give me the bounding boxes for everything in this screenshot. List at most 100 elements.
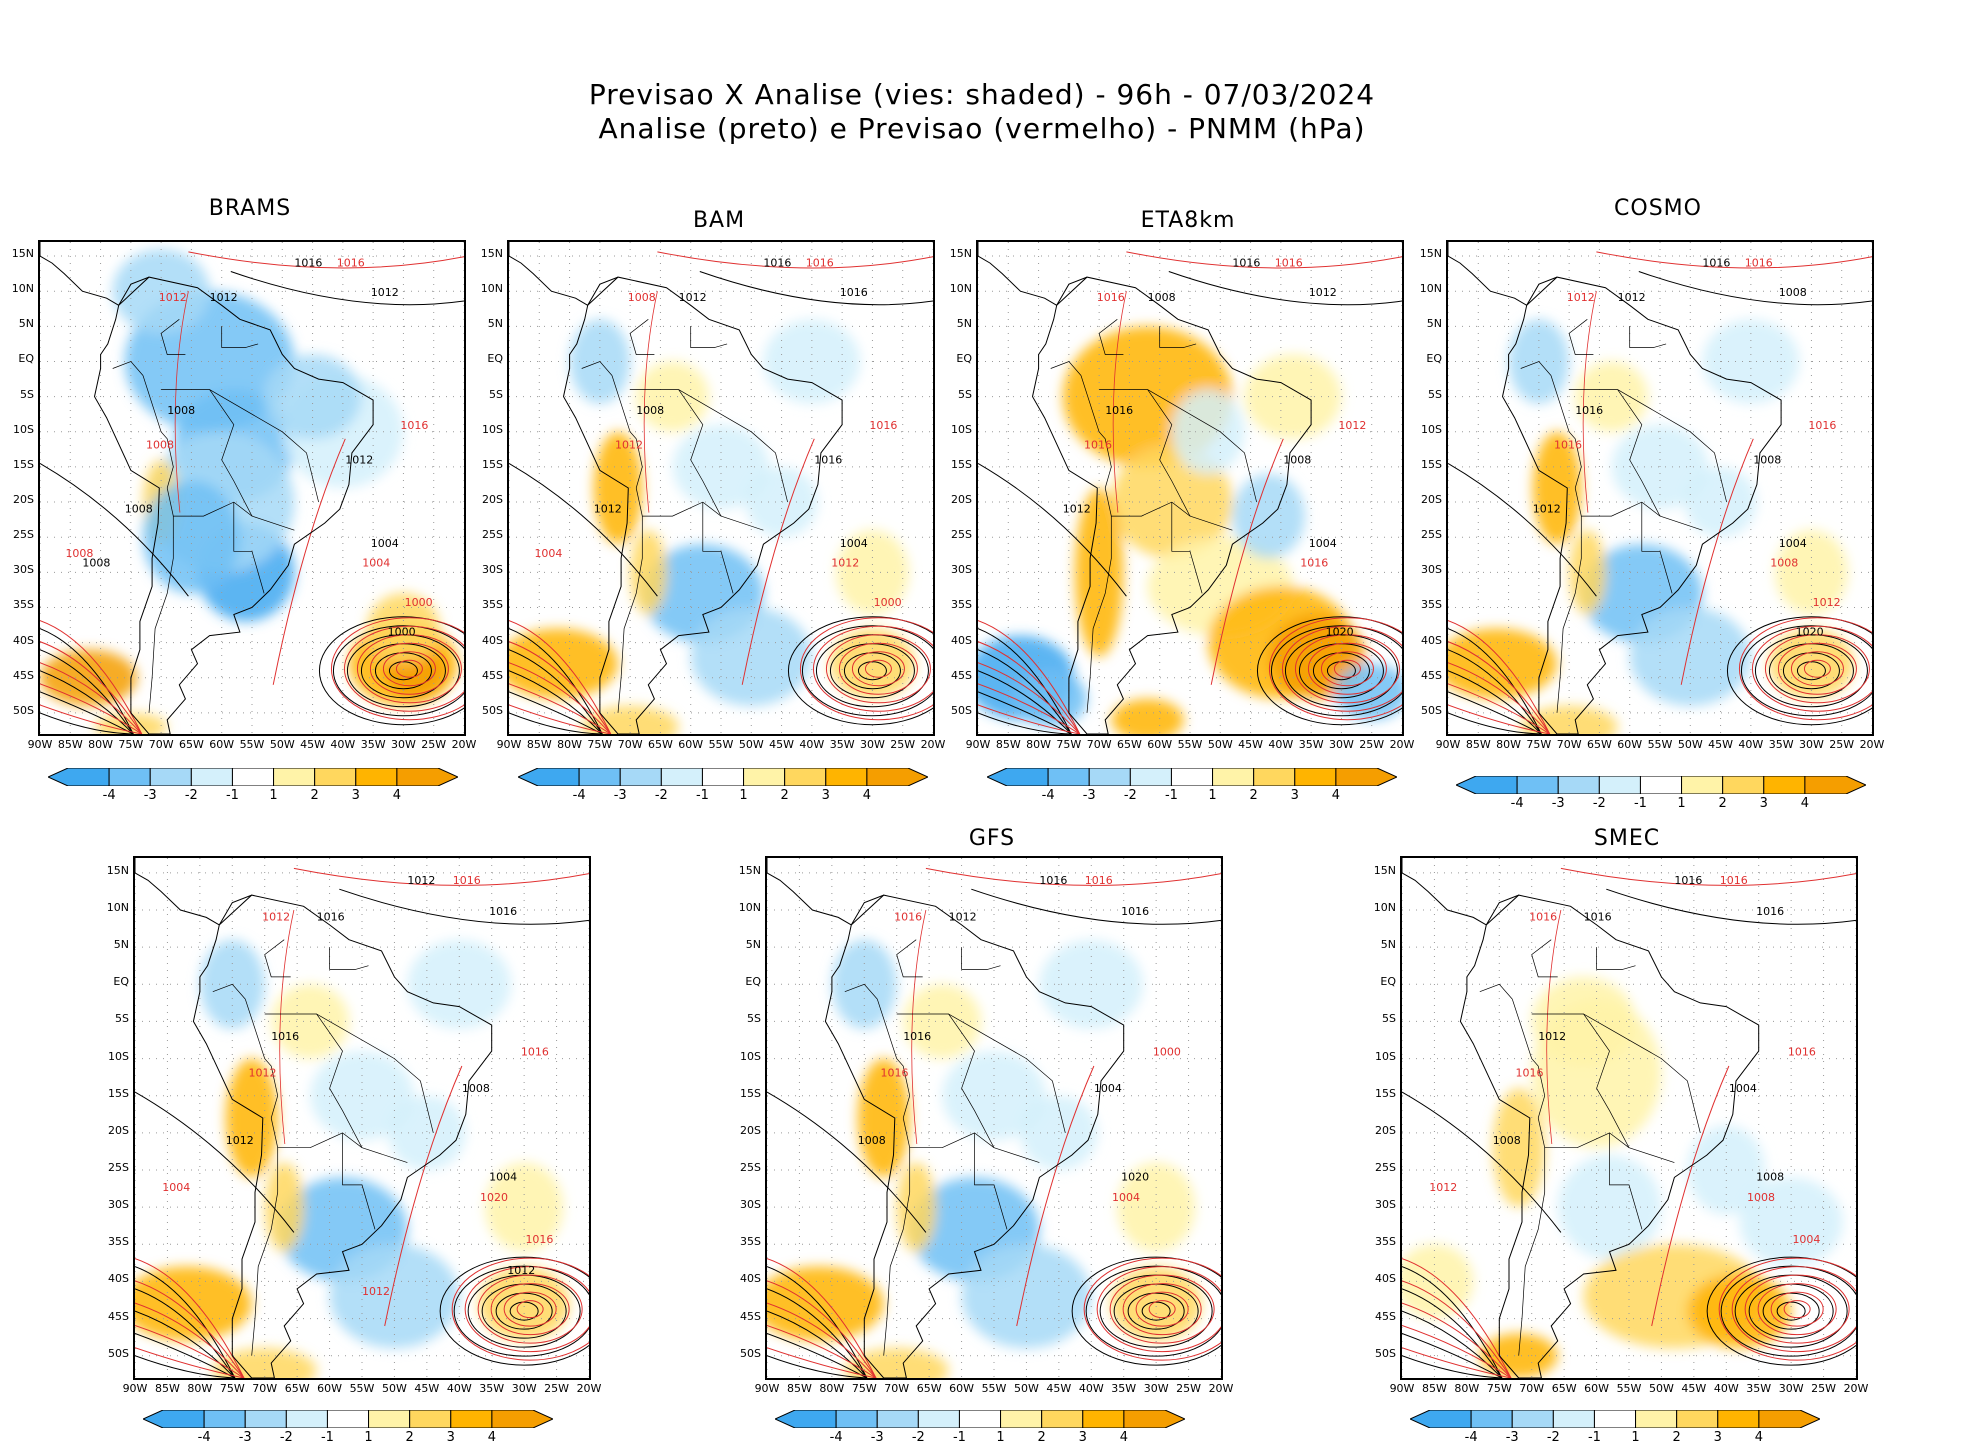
latitude-tick-label: 35S <box>482 598 503 612</box>
caribbean-coast <box>587 276 619 306</box>
bias-area <box>961 1244 1092 1349</box>
forecast-isobar <box>174 291 189 513</box>
country-border <box>1531 939 1558 978</box>
analysis-contour-label: 1004 <box>1094 1082 1122 1095</box>
latitude-tick-label: 15N <box>949 247 972 261</box>
analysis-isobar <box>230 271 464 306</box>
longitude-tick-label: 90W <box>754 1382 780 1395</box>
longitude-tick-label: 30W <box>390 738 416 751</box>
longitude-tick-label: 60W <box>949 1382 974 1395</box>
bias-shading <box>509 319 915 734</box>
forecast-isobar <box>767 1280 877 1378</box>
colorbar-label: -1 <box>1633 796 1647 811</box>
longitude-tick-label: 55W <box>1647 738 1673 751</box>
latitude-tick-label: 50S <box>951 703 972 717</box>
latitude-tick-label: 10N <box>1373 901 1396 914</box>
latitude-tick-label: 5S <box>1382 1012 1396 1026</box>
longitude-tick-label: 45W <box>1046 1382 1072 1395</box>
forecast-isobar <box>1448 683 1551 734</box>
longitude-tick-label: 65W <box>647 738 673 751</box>
latitude-tick-label: 45S <box>108 1309 129 1323</box>
coastline <box>1448 242 1782 734</box>
country-border <box>896 1013 995 1148</box>
south-america-coast <box>1031 276 1312 734</box>
longitude-tick-label: 80W <box>557 738 582 751</box>
colorbar-label: 4 <box>862 788 872 803</box>
country-border <box>876 998 911 1119</box>
longitude-tick-label: 25W <box>1829 738 1855 751</box>
caribbean-coast <box>1056 276 1088 306</box>
longitude-tick-label: 45W <box>1681 1382 1707 1395</box>
forecast-isobar <box>1126 251 1402 269</box>
latitude-tick-label: 5N <box>1426 317 1442 331</box>
forecast-isobar <box>188 251 464 269</box>
bias-area <box>581 705 679 734</box>
latitude-tick-label: 40S <box>482 633 503 647</box>
country-border <box>896 939 923 978</box>
colorbar-label: 1 <box>269 788 278 803</box>
longitude-tick-label: 50W <box>269 738 295 751</box>
bias-area <box>690 607 812 706</box>
colorbar-label: -3 <box>1551 796 1565 811</box>
colorbar-swatch <box>1454 775 1518 795</box>
longitude-tick-label: 50W <box>1207 738 1233 751</box>
forecast-contour-label: 1004 <box>1792 1233 1820 1246</box>
colorbar-label: 1 <box>1208 788 1217 803</box>
latitude-tick-label: 5N <box>1380 938 1396 952</box>
country-border <box>630 389 722 517</box>
country-border <box>1050 361 1082 376</box>
longitude-tick-label: 20W <box>1859 738 1885 751</box>
analysis-contour-label: 1016 <box>814 453 842 466</box>
analysis-contour-label: 1016 <box>271 1030 299 1043</box>
longitude-tick-label: 85W <box>995 738 1021 751</box>
colorbar-swatch <box>1598 775 1641 795</box>
forecast-isobar <box>643 291 658 513</box>
bias-area <box>1111 698 1184 734</box>
forecast-isobar <box>1096 1266 1221 1353</box>
analysis-isobar <box>1402 1332 1503 1378</box>
forecast-isobar <box>1448 641 1551 734</box>
country-border <box>629 319 655 355</box>
bias-area <box>1531 976 1636 1066</box>
longitude-tick-label: 70W <box>148 738 174 751</box>
map-canvas: 1016 1016 1012 1016 1008 1004 1020 1016 1016 1016… <box>767 858 1221 1378</box>
analysis-isobar <box>767 1288 868 1378</box>
forecast-isobar <box>1122 1283 1202 1336</box>
colorbar-swatch <box>1294 767 1337 787</box>
forecast-contour-label: 1016 <box>1275 257 1303 270</box>
colorbar-label: 3 <box>1713 1430 1722 1445</box>
latitude-tick-label: 15N <box>1373 863 1396 877</box>
central-america-coast <box>509 242 588 306</box>
analysis-isobar <box>40 649 134 734</box>
colorbar: -4 -3 -2 -1 1 2 3 4 <box>1454 775 1868 816</box>
colorbar-label: -3 <box>870 1430 884 1445</box>
longitude-tick-label: 70W <box>252 1382 278 1395</box>
analysis-contour-label: 1008 <box>636 404 664 417</box>
contour-labels: 1016 1016 1012 1016 1008 1004 1020 1016 1016 1016… <box>858 874 1181 1204</box>
analysis-isobar <box>1085 1265 1221 1357</box>
forecast-contour-label: 1012 <box>159 291 187 304</box>
forecast-isobar <box>40 683 143 734</box>
latitude-tick-label: 30S <box>1421 563 1442 577</box>
analysis-isobar <box>1168 271 1402 306</box>
latitude-tick-label: 10S <box>740 1049 761 1063</box>
bias-area <box>857 1058 910 1178</box>
colorbar-swatch <box>314 767 357 787</box>
colorbar-swatch <box>876 1409 919 1429</box>
bias-area <box>40 649 137 706</box>
latitude-tick-label: 5S <box>958 387 972 401</box>
longitude-tick-label: 85W <box>526 738 552 751</box>
country-border <box>902 1117 995 1149</box>
forecast-contour-label: 1000 <box>874 596 902 609</box>
country-border <box>1556 516 1582 713</box>
forecast-isobar <box>1448 704 1550 734</box>
country-border <box>1629 326 1667 348</box>
colorbar-swatch <box>1123 1409 1187 1429</box>
latitude-tick-label: 25S <box>1421 528 1442 542</box>
colorbar-label: 3 <box>446 1430 455 1445</box>
forecast-contour-label: 1004 <box>1112 1191 1140 1204</box>
forecast-isobar <box>799 617 933 721</box>
forecast-isobar <box>1210 438 1284 685</box>
analysis-isobar <box>767 1355 867 1378</box>
country-border <box>209 389 319 503</box>
